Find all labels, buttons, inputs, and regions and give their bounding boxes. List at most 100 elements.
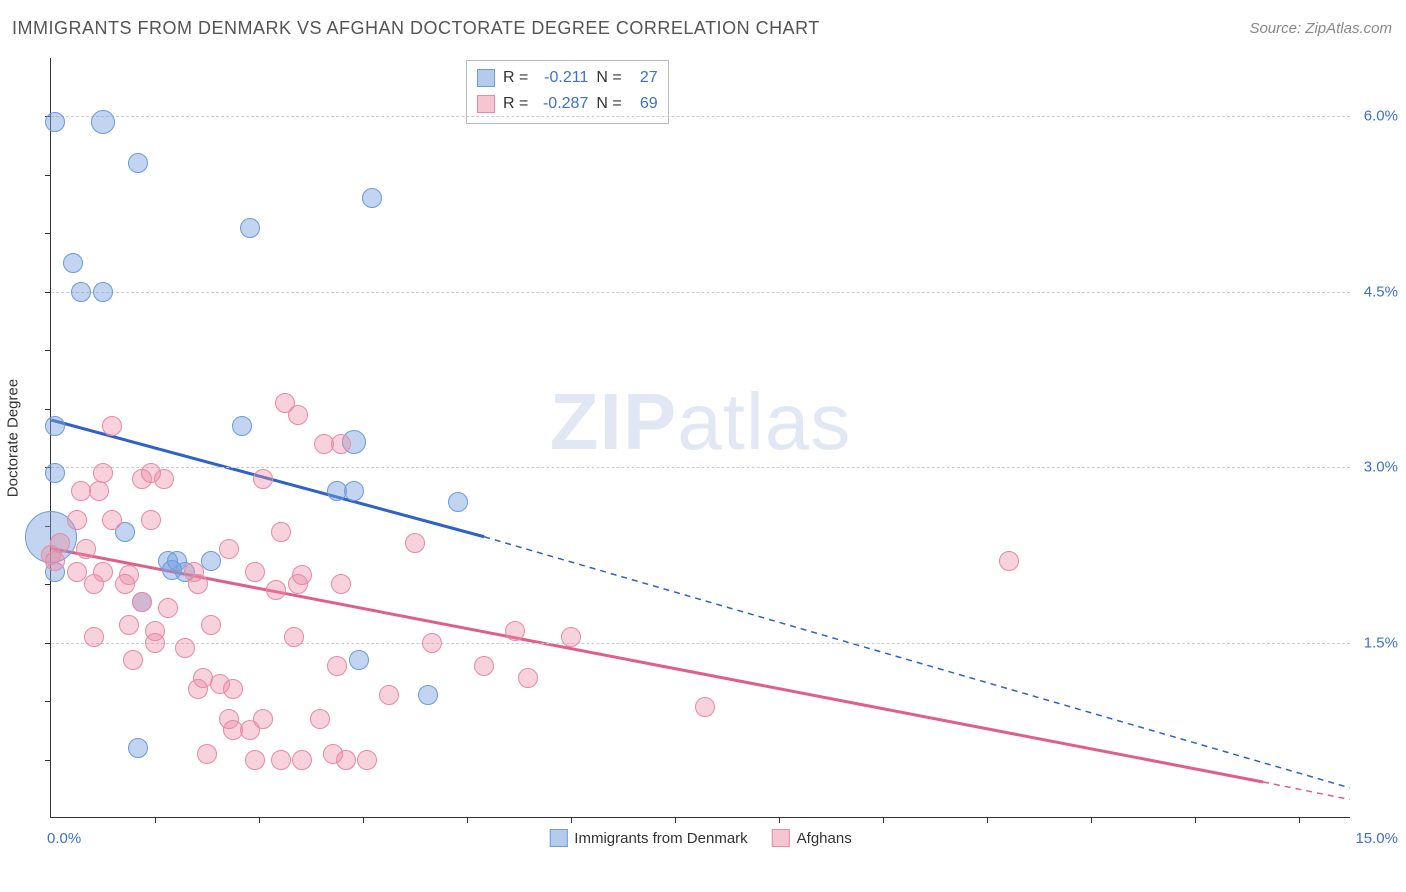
- scatter-point-denmark: [128, 738, 148, 758]
- scatter-point-afghans: [84, 627, 104, 647]
- x-tick: [363, 817, 364, 823]
- scatter-point-afghans: [115, 574, 135, 594]
- x-axis-max-label: 15.0%: [1355, 830, 1398, 847]
- trend-dash-denmark: [484, 537, 1350, 788]
- y-tick: [45, 584, 51, 585]
- gridline: [51, 116, 1350, 117]
- x-tick: [155, 817, 156, 823]
- scatter-point-afghans: [271, 750, 291, 770]
- y-tick: [45, 701, 51, 702]
- scatter-point-afghans: [357, 750, 377, 770]
- scatter-point-afghans: [89, 481, 109, 501]
- scatter-point-denmark: [201, 551, 221, 571]
- legend-swatch-afghans: [772, 829, 790, 847]
- stat-r-label: R =: [503, 95, 528, 113]
- scatter-point-afghans: [201, 615, 221, 635]
- y-tick-label: 4.5%: [1364, 283, 1398, 300]
- watermark: ZIPatlas: [550, 376, 851, 468]
- scatter-point-denmark: [418, 685, 438, 705]
- chart-header: IMMIGRANTS FROM DENMARK VS AFGHAN DOCTOR…: [12, 18, 1392, 39]
- x-tick: [883, 817, 884, 823]
- watermark-rest: atlas: [677, 377, 851, 466]
- y-tick: [45, 409, 51, 410]
- swatch-afghans: [477, 95, 495, 113]
- legend-label-afghans: Afghans: [797, 830, 852, 847]
- scatter-point-afghans: [123, 650, 143, 670]
- stat-r-afghans: -0.287: [536, 95, 588, 113]
- scatter-point-afghans: [223, 679, 243, 699]
- chart-container: IMMIGRANTS FROM DENMARK VS AFGHAN DOCTOR…: [0, 0, 1406, 892]
- x-tick: [1091, 817, 1092, 823]
- x-tick: [259, 817, 260, 823]
- scatter-point-afghans: [288, 405, 308, 425]
- x-tick: [1195, 817, 1196, 823]
- scatter-point-afghans: [518, 668, 538, 688]
- scatter-point-afghans: [175, 638, 195, 658]
- stat-n-label: N =: [596, 69, 621, 87]
- scatter-point-denmark: [349, 650, 369, 670]
- scatter-point-afghans: [271, 522, 291, 542]
- scatter-point-afghans: [197, 744, 217, 764]
- scatter-point-afghans: [253, 469, 273, 489]
- scatter-point-denmark: [344, 481, 364, 501]
- scatter-point-afghans: [245, 750, 265, 770]
- stat-r-label: R =: [503, 69, 528, 87]
- y-tick: [45, 350, 51, 351]
- watermark-bold: ZIP: [550, 377, 677, 466]
- legend-label-denmark: Immigrants from Denmark: [574, 830, 747, 847]
- scatter-point-denmark: [45, 416, 65, 436]
- scatter-point-afghans: [158, 598, 178, 618]
- scatter-point-afghans: [284, 627, 304, 647]
- y-tick: [45, 760, 51, 761]
- scatter-point-afghans: [405, 533, 425, 553]
- scatter-point-afghans: [474, 656, 494, 676]
- y-tick-label: 6.0%: [1364, 108, 1398, 125]
- scatter-point-afghans: [331, 574, 351, 594]
- gridline: [51, 292, 1350, 293]
- legend: Immigrants from Denmark Afghans: [549, 829, 851, 847]
- trend-dash-afghans: [1263, 782, 1350, 800]
- scatter-point-afghans: [561, 627, 581, 647]
- scatter-point-denmark: [71, 282, 91, 302]
- scatter-point-denmark: [93, 282, 113, 302]
- stat-r-denmark: -0.211: [536, 69, 588, 87]
- scatter-point-afghans: [119, 615, 139, 635]
- y-tick: [45, 233, 51, 234]
- stats-row-denmark: R = -0.211 N = 27: [477, 65, 658, 91]
- scatter-point-afghans: [219, 539, 239, 559]
- scatter-point-afghans: [67, 562, 87, 582]
- scatter-point-denmark: [362, 188, 382, 208]
- scatter-point-afghans: [188, 679, 208, 699]
- scatter-point-afghans: [102, 416, 122, 436]
- source-attribution: Source: ZipAtlas.com: [1249, 20, 1392, 37]
- scatter-point-afghans: [266, 580, 286, 600]
- stat-n-label: N =: [596, 95, 621, 113]
- y-tick: [45, 292, 51, 293]
- scatter-point-afghans: [132, 592, 152, 612]
- scatter-point-denmark: [91, 110, 115, 134]
- scatter-point-afghans: [141, 463, 161, 483]
- trend-solid-afghans: [51, 548, 1263, 782]
- scatter-point-denmark: [232, 416, 252, 436]
- legend-swatch-denmark: [549, 829, 567, 847]
- scatter-point-denmark: [63, 253, 83, 273]
- scatter-point-afghans: [102, 510, 122, 530]
- plot-area: ZIPatlas R = -0.211 N = 27 R = -0.287 N …: [50, 58, 1350, 818]
- scatter-point-afghans: [240, 720, 260, 740]
- scatter-point-afghans: [67, 510, 87, 530]
- scatter-point-denmark: [128, 153, 148, 173]
- y-tick: [45, 643, 51, 644]
- scatter-point-afghans: [310, 709, 330, 729]
- scatter-point-afghans: [331, 434, 351, 454]
- x-tick: [779, 817, 780, 823]
- y-axis-label: Doctorate Degree: [5, 378, 22, 496]
- stat-n-denmark: 27: [630, 69, 658, 87]
- scatter-point-afghans: [505, 621, 525, 641]
- scatter-point-denmark: [45, 463, 65, 483]
- scatter-point-afghans: [292, 750, 312, 770]
- stats-box: R = -0.211 N = 27 R = -0.287 N = 69: [466, 60, 669, 124]
- scatter-point-denmark: [448, 492, 468, 512]
- gridline: [51, 467, 1350, 468]
- gridline: [51, 643, 1350, 644]
- stat-n-afghans: 69: [630, 95, 658, 113]
